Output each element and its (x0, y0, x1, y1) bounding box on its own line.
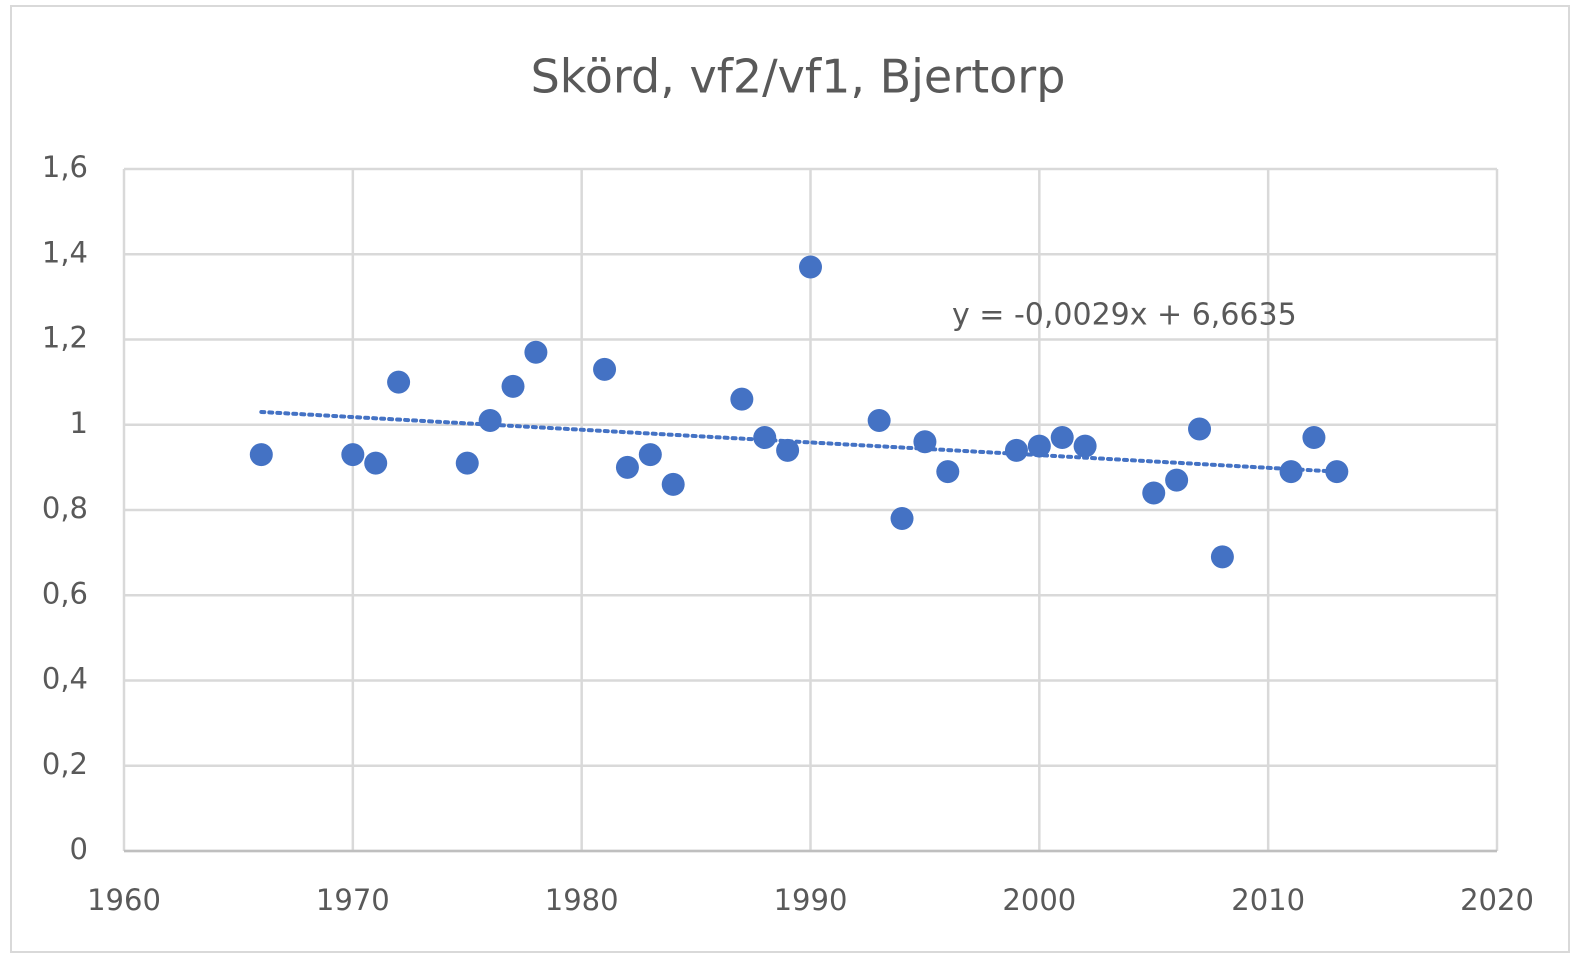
x-tick-label: 1960 (87, 883, 161, 917)
point (661, 472, 685, 496)
y-tick-label: 1,4 (42, 235, 88, 269)
trendline (259, 409, 1339, 474)
x-tick-label: 2010 (1231, 883, 1305, 917)
y-tick-label: 1,6 (42, 150, 88, 184)
x-tick-label: 2020 (1460, 883, 1534, 917)
point (1050, 426, 1074, 450)
point (1073, 434, 1097, 458)
y-tick-label: 0,2 (42, 747, 88, 781)
point (799, 255, 822, 279)
point (776, 438, 800, 462)
point (478, 408, 502, 432)
point (867, 408, 891, 432)
point (730, 387, 754, 411)
y-tick-label: 1 (70, 406, 88, 440)
trendline-label: y = -0,0029x + 6,6635 (952, 298, 1297, 333)
point (1165, 468, 1189, 492)
point (1142, 481, 1166, 505)
y-tick-label: 0,8 (42, 491, 88, 525)
point (455, 451, 479, 475)
point (1004, 438, 1028, 462)
point (753, 426, 777, 450)
point (593, 357, 617, 381)
y-tick-label: 0 (70, 832, 88, 866)
point (387, 370, 411, 394)
chart-title: Skörd, vf2/vf1, Bjertorp (531, 50, 1066, 104)
x-tick-label: 1990 (774, 883, 848, 917)
x-tick-label: 1970 (316, 883, 390, 917)
chart-frame (10, 5, 1570, 953)
point (936, 460, 960, 484)
point (341, 443, 365, 467)
y-tick-label: 0,4 (42, 662, 88, 696)
point (1027, 434, 1051, 458)
point (501, 374, 525, 398)
x-tick-label: 1980 (545, 883, 619, 917)
point (524, 340, 548, 364)
point (249, 443, 273, 467)
point (638, 443, 662, 467)
point (1279, 460, 1303, 484)
point (1325, 460, 1349, 484)
y-tick-label: 1,2 (42, 321, 88, 355)
point (1210, 545, 1234, 569)
point (1188, 417, 1212, 441)
point (364, 451, 388, 475)
point (1302, 426, 1326, 450)
y-tick-label: 0,6 (42, 576, 88, 610)
x-tick-label: 2000 (1002, 883, 1076, 917)
point (890, 507, 914, 531)
point (615, 455, 639, 479)
